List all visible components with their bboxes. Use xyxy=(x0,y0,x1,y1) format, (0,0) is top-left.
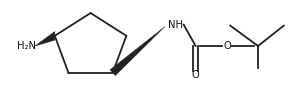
Text: O: O xyxy=(192,70,199,80)
Text: H₂N: H₂N xyxy=(17,41,36,51)
Polygon shape xyxy=(110,27,165,76)
Text: NH: NH xyxy=(168,20,183,30)
Text: O: O xyxy=(223,41,231,51)
Polygon shape xyxy=(35,31,55,46)
